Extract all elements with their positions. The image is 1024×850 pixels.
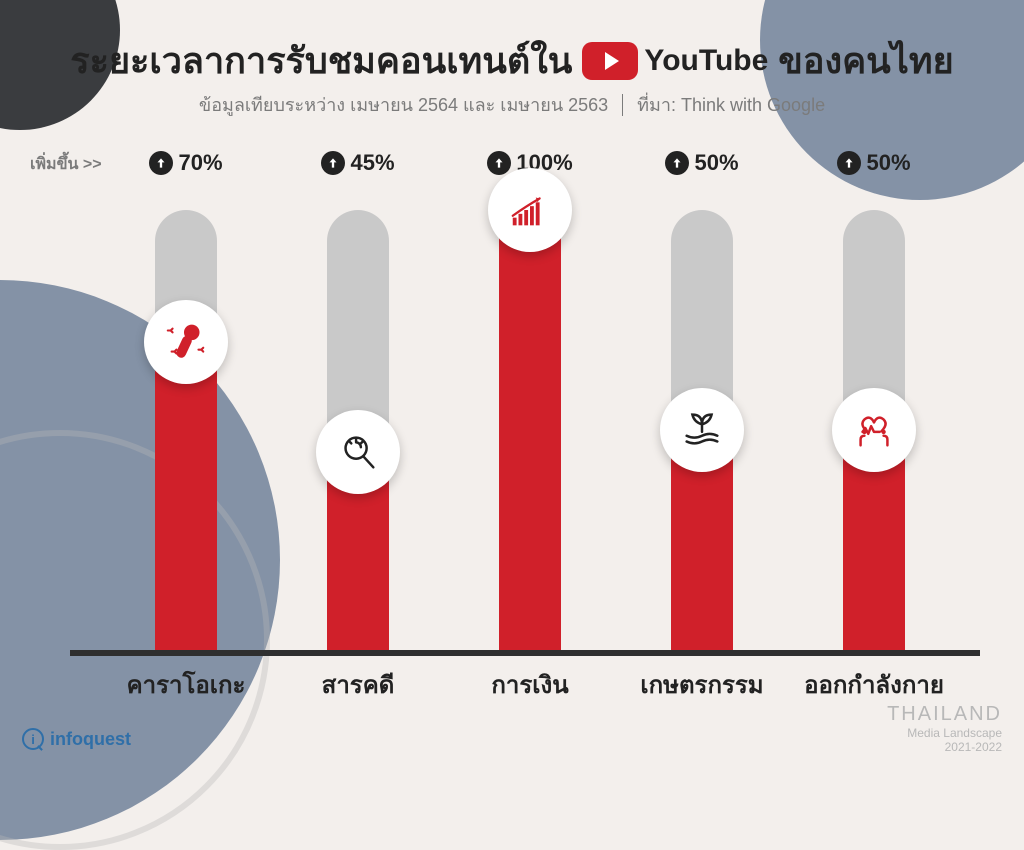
subtitle-right: ที่มา: Think with Google xyxy=(637,90,825,119)
up-arrow-icon xyxy=(149,151,173,175)
x-label: การเงิน xyxy=(450,665,610,704)
pct-value: 50% xyxy=(866,150,910,176)
bar-fill xyxy=(155,342,217,650)
youtube-word: YouTube xyxy=(644,44,768,78)
bar-fill xyxy=(499,210,561,650)
x-label: ออกกำลังกาย xyxy=(794,665,954,704)
chart-column: 50% xyxy=(622,150,782,650)
pct-value: 50% xyxy=(694,150,738,176)
footer-brand-text: infoquest xyxy=(50,729,131,750)
x-label: คาราโอเกะ xyxy=(106,665,266,704)
footer-right: THAILAND Media Landscape 2021-2022 xyxy=(887,703,1002,754)
title-after: ของคนไทย xyxy=(778,32,953,89)
x-label: เกษตรกรรม xyxy=(622,665,782,704)
up-arrow-icon xyxy=(837,151,861,175)
title-before: ระยะเวลาการรับชมคอนเทนต์ใน xyxy=(70,32,572,89)
chart-column: 70% xyxy=(106,150,266,650)
subtitle: ข้อมูลเทียบระหว่าง เมษายน 2564 และ เมษาย… xyxy=(0,90,1024,119)
chart-column: 50% xyxy=(794,150,954,650)
karaoke-icon xyxy=(144,300,228,384)
chart-column: 100% xyxy=(450,150,610,650)
up-arrow-icon xyxy=(321,151,345,175)
x-axis-labels: คาราโอเกะ สารคดี การเงิน เกษตรกรรม ออกกำลังก… xyxy=(100,665,960,704)
youtube-play-icon xyxy=(582,42,638,80)
up-arrow-icon xyxy=(487,151,511,175)
pct-value: 45% xyxy=(350,150,394,176)
page-title: ระยะเวลาการรับชมคอนเทนต์ใน YouTube ของคน… xyxy=(0,32,1024,89)
chart-baseline xyxy=(70,650,980,656)
chart-area: 70% 45% 100% 50% 50% xyxy=(100,150,960,650)
footer-right-main: THAILAND xyxy=(887,703,1002,726)
up-arrow-icon xyxy=(665,151,689,175)
footer-right-sub: Media Landscape xyxy=(887,726,1002,740)
pct-label: 45% xyxy=(321,150,394,176)
increase-label: เพิ่มขึ้น >> xyxy=(30,152,102,177)
x-label: สารคดี xyxy=(278,665,438,704)
pct-label: 50% xyxy=(665,150,738,176)
pct-label: 50% xyxy=(837,150,910,176)
pct-label: 70% xyxy=(149,150,222,176)
subtitle-left: ข้อมูลเทียบระหว่าง เมษายน 2564 และ เมษาย… xyxy=(199,90,608,119)
footer-brand: i infoquest xyxy=(22,728,131,750)
pct-value: 70% xyxy=(178,150,222,176)
infoquest-icon: i xyxy=(22,728,44,750)
fitness-icon xyxy=(832,388,916,472)
subtitle-divider xyxy=(622,94,623,116)
footer-right-year: 2021-2022 xyxy=(887,740,1002,754)
research-icon xyxy=(316,410,400,494)
growth-icon xyxy=(488,168,572,252)
youtube-logo: YouTube xyxy=(582,42,768,80)
chart-column: 45% xyxy=(278,150,438,650)
plant-icon xyxy=(660,388,744,472)
